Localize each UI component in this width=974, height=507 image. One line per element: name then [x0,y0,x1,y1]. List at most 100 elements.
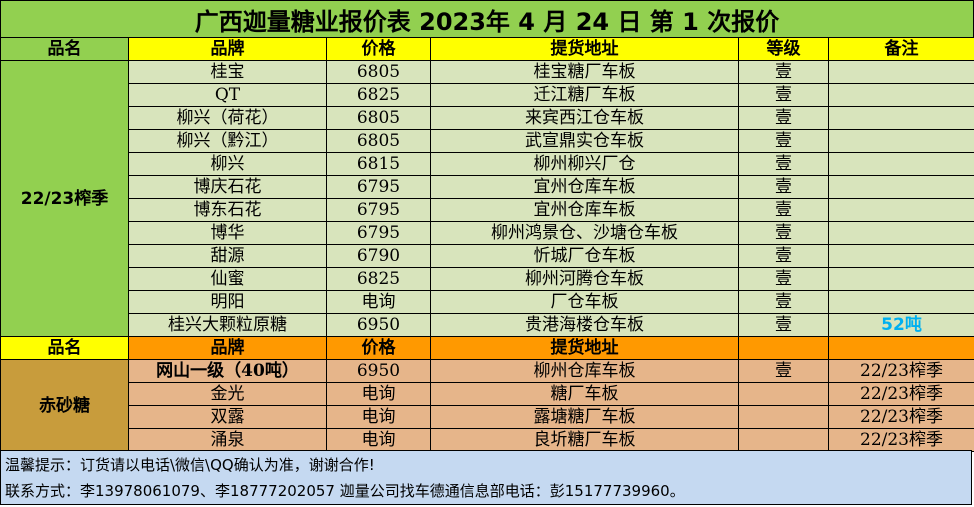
grade-cell: 壹 [738,129,829,153]
column-header: 品牌 [128,336,327,360]
table-row: 博东石花 6795 宜州仓库车板壹 [1,198,974,222]
address-cell: 柳州仓库车板 [430,359,739,383]
address-cell: 桂宝糖厂车板 [430,60,739,84]
address-cell: 柳州河腾仓车板 [430,267,739,291]
table-row: 柳兴（荷花） 6805 来宾西江仓车板壹 [1,106,974,130]
address-cell: 宜州仓库车板 [430,175,739,199]
grade-cell: 壹 [738,221,829,245]
note-cell [828,106,974,130]
note-cell [828,198,974,222]
column-header: 品牌 [128,37,327,61]
price-cell: 6825 [326,267,431,291]
column-header: 品名 [0,336,129,360]
note-cell [828,244,974,268]
column-header: 提货地址 [430,336,739,360]
note-cell [828,129,974,153]
address-cell: 糖厂车板 [430,382,739,406]
address-cell: 贵港海楼仓车板 [430,313,739,337]
column-header: 价格 [326,336,431,360]
table-row: 甜源 6790 忻城厂仓车板壹 [1,244,974,268]
brand-cell: 博东石花 [128,198,327,222]
price-cell: 6795 [326,221,431,245]
table-row: 桂兴大颗粒原糖 6950 贵港海楼仓车板壹 52吨 [1,313,974,337]
table-row: 赤砂糖 网山一级（40吨） 6950 柳州仓库车板壹 22/23榨季 [0,359,974,452]
price-cell: 电询 [326,290,431,314]
grade-cell: 壹 [738,267,829,291]
price-table: 品名 品牌 价格 提货地址 等级 备注 22/23榨季 桂宝 6805 桂宝糖厂车板壹 QT 6825… [0,37,974,452]
table-row: 涌泉 电询 良圻糖厂车板 22/23榨季 [1,428,974,452]
note-cell [828,175,974,199]
brand-cell: 柳兴（荷花） [128,106,327,130]
grade-cell [738,382,829,406]
grade-cell: 壹 [738,313,829,337]
column-header [828,336,974,360]
column-header: 品名 [0,37,129,61]
sheet-title: 广西迦量糖业报价表 2023年 4 月 24 日 第 1 次报价 [0,0,974,38]
address-cell: 武宣鼎实仓车板 [430,129,739,153]
grade-cell: 壹 [738,60,829,84]
brand-cell: 金光 [128,382,327,406]
price-cell: 6815 [326,152,431,176]
price-cell: 6805 [326,129,431,153]
note-cell: 22/23榨季 [828,359,974,383]
address-cell: 柳州柳兴厂仓 [430,152,739,176]
table-row: 明阳 电询 厂仓车板壹 [1,290,974,314]
brand-cell: 柳兴（黔江） [128,129,327,153]
brand-cell: 柳兴 [128,152,327,176]
price-cell: 6950 [326,359,431,383]
address-cell: 宜州仓库车板 [430,198,739,222]
price-cell: 6790 [326,244,431,268]
grade-cell: 壹 [738,106,829,130]
address-cell: 迁江糖厂车板 [430,83,739,107]
grade-cell [738,405,829,429]
price-cell: 6795 [326,198,431,222]
grade-cell: 壹 [738,175,829,199]
note-cell [828,267,974,291]
price-cell: 6795 [326,175,431,199]
category-cell: 赤砂糖 [0,359,129,452]
note-cell: 52吨 [828,313,974,337]
price-cell: 6825 [326,83,431,107]
grade-cell: 壹 [738,290,829,314]
grade-cell: 壹 [738,83,829,107]
grade-cell: 壹 [738,244,829,268]
note-cell [828,221,974,245]
note-cell [828,60,974,84]
category-cell: 22/23榨季 [0,60,129,337]
table-row: QT 6825 迁江糖厂车板壹 [1,83,974,107]
address-cell: 柳州鸿景仓、沙塘仓车板 [430,221,739,245]
column-header: 备注 [828,37,974,61]
price-cell: 电询 [326,428,431,452]
address-cell: 露塘糖厂车板 [430,405,739,429]
note-cell [828,290,974,314]
column-header: 等级 [738,37,829,61]
price-cell: 6805 [326,60,431,84]
table-row: 双露 电询 露塘糖厂车板 22/23榨季 [1,405,974,429]
price-cell: 6950 [326,313,431,337]
table-row: 博华 6795 柳州鸿景仓、沙塘仓车板壹 [1,221,974,245]
note-cell: 22/23榨季 [828,405,974,429]
brand-cell: 博庆石花 [128,175,327,199]
table-row: 柳兴 6815 柳州柳兴厂仓壹 [1,152,974,176]
price-cell: 6805 [326,106,431,130]
grade-cell [738,428,829,452]
footer-tip: 温馨提示：订货请以电话\微信\QQ确认为准，谢谢合作! [5,456,375,474]
note-cell [828,152,974,176]
column-header [738,336,829,360]
brand-cell: 桂宝 [128,60,327,84]
table-row: 博庆石花 6795 宜州仓库车板壹 [1,175,974,199]
brand-cell: 双露 [128,405,327,429]
brand-cell: 涌泉 [128,428,327,452]
column-header: 提货地址 [430,37,739,61]
brand-cell: 仙蜜 [128,267,327,291]
address-cell: 来宾西江仓车板 [430,106,739,130]
header-row-orange: 品名 品牌 价格 提货地址 [0,336,974,360]
grade-cell: 壹 [738,198,829,222]
column-header: 价格 [326,37,431,61]
footer-notes: 温馨提示：订货请以电话\微信\QQ确认为准，谢谢合作! 联系方式：李139780… [0,450,972,505]
brand-cell: 明阳 [128,290,327,314]
brand-cell: 桂兴大颗粒原糖 [128,313,327,337]
table-row: 仙蜜 6825 柳州河腾仓车板壹 [1,267,974,291]
table-row: 22/23榨季 桂宝 6805 桂宝糖厂车板壹 [0,60,974,337]
